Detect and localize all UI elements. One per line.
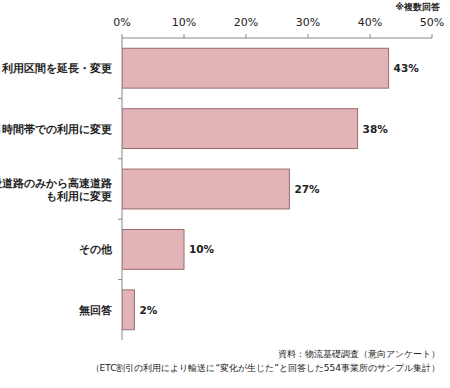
category-label: 般道路のみから高速道路も利用に変更 bbox=[0, 177, 112, 202]
category-label-line: 引時間帯での利用に変更 bbox=[0, 123, 112, 135]
bar bbox=[122, 169, 289, 209]
source-text: 資料：物流基礎調査（意向アンケート） bbox=[278, 349, 440, 359]
category-label: 無回答 bbox=[78, 304, 112, 317]
category-label-line: その他 bbox=[79, 243, 113, 256]
category-label: 引時間帯での利用に変更 bbox=[0, 123, 112, 135]
y-tick bbox=[118, 279, 122, 280]
x-tick bbox=[370, 34, 371, 38]
x-tick bbox=[308, 34, 309, 38]
y-axis-line bbox=[122, 38, 123, 340]
bar bbox=[122, 290, 134, 330]
chart-container: 0%10%20%30%40%50%利用区間を延長・変更引時間帯での利用に変更般道… bbox=[0, 0, 450, 388]
x-tick-label: 20% bbox=[234, 16, 258, 29]
bar bbox=[122, 109, 358, 149]
category-label-line: 無回答 bbox=[78, 304, 112, 317]
y-tick bbox=[118, 98, 122, 99]
y-tick bbox=[118, 219, 122, 220]
y-tick bbox=[118, 158, 122, 159]
x-tick bbox=[432, 34, 433, 38]
bars bbox=[122, 48, 389, 329]
data-label: 10% bbox=[189, 243, 215, 255]
category-label: その他 bbox=[79, 243, 113, 256]
chart-svg: 0%10%20%30%40%50%利用区間を延長・変更引時間帯での利用に変更般道… bbox=[0, 0, 450, 388]
category-label-line: 利用区間を延長・変更 bbox=[1, 62, 112, 74]
x-tick bbox=[184, 34, 185, 38]
x-axis-line bbox=[122, 38, 432, 39]
category-label-line: 般道路のみから高速道路 bbox=[0, 177, 112, 189]
data-label: 38% bbox=[363, 123, 389, 135]
category-label: 利用区間を延長・変更 bbox=[1, 62, 112, 74]
x-tick-label: 30% bbox=[296, 16, 320, 29]
x-tick-label: 10% bbox=[172, 16, 196, 29]
bar bbox=[122, 48, 389, 88]
x-tick bbox=[246, 34, 247, 38]
bar bbox=[122, 229, 184, 269]
data-label: 43% bbox=[394, 62, 420, 74]
x-tick-label: 0% bbox=[113, 16, 130, 29]
source-text: （ETC割引の利用により輸送に“変化が生じた”と回答した554事業所のサンプル集… bbox=[91, 363, 440, 373]
x-tick-label: 50% bbox=[420, 16, 444, 29]
x-tick bbox=[122, 34, 123, 38]
annotation: ※複数回答 bbox=[395, 2, 441, 12]
x-tick-label: 40% bbox=[358, 16, 382, 29]
category-label-line: も利用に変更 bbox=[46, 190, 112, 202]
data-label: 2% bbox=[139, 304, 157, 316]
data-label: 27% bbox=[294, 183, 320, 195]
